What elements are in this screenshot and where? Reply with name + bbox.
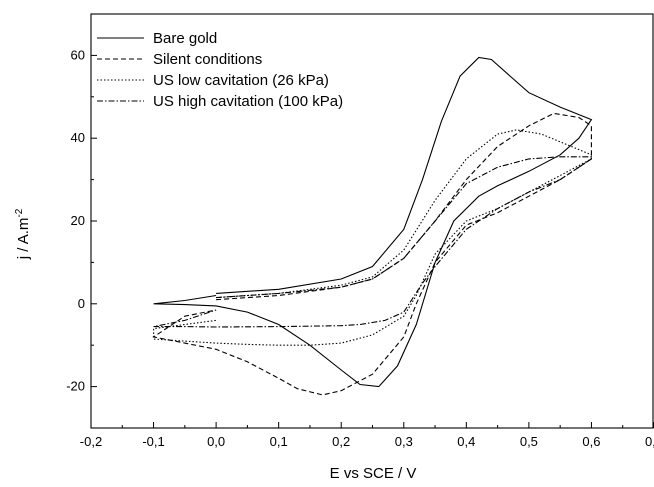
x-tick-label: 0,5 <box>520 434 538 449</box>
x-tick-label: 0,7 <box>645 434 654 449</box>
y-tick-label: 60 <box>71 47 85 62</box>
y-axis-title-superscript: -2 <box>14 208 25 217</box>
x-tick-label: 0,6 <box>582 434 600 449</box>
y-axis: -20 0 20 40 60 <box>66 13 97 429</box>
x-tick-label: -0,2 <box>80 434 102 449</box>
legend-label-1: Bare gold <box>153 30 217 47</box>
legend-label-4: US high cavitation (100 kPa) <box>153 93 343 110</box>
series-group <box>152 56 593 396</box>
x-tick-label: 0,2 <box>332 434 350 449</box>
y-tick-label: 0 <box>78 296 85 311</box>
x-axis-title: E vs SCE / V <box>330 465 417 482</box>
x-tick-label: 0,0 <box>207 434 225 449</box>
legend: Bare gold Silent conditions US low cavitat… <box>97 30 343 110</box>
series-line-3 <box>153 129 592 346</box>
y-tick-label: 20 <box>71 213 85 228</box>
series-line-1 <box>153 56 593 388</box>
y-axis-title-main: j / A.m <box>15 218 32 261</box>
x-tick-label: 0,1 <box>270 434 288 449</box>
y-tick-label: 40 <box>71 130 85 145</box>
legend-label-2: Silent conditions <box>153 51 262 68</box>
series-line-2 <box>152 112 592 396</box>
x-tick-label: -0,1 <box>142 434 164 449</box>
y-tick-label: -20 <box>66 379 85 394</box>
series-line-4 <box>153 156 592 328</box>
x-tick-label: 0,4 <box>457 434 475 449</box>
legend-label-3: US low cavitation (26 kPa) <box>153 72 329 89</box>
x-axis: -0,2 -0,1 0,0 0,1 0,2 0,3 0,4 0,5 0,6 0,7 <box>80 422 654 449</box>
y-axis-title: j / A.m-2 <box>14 208 32 260</box>
x-tick-label: 0,3 <box>395 434 413 449</box>
